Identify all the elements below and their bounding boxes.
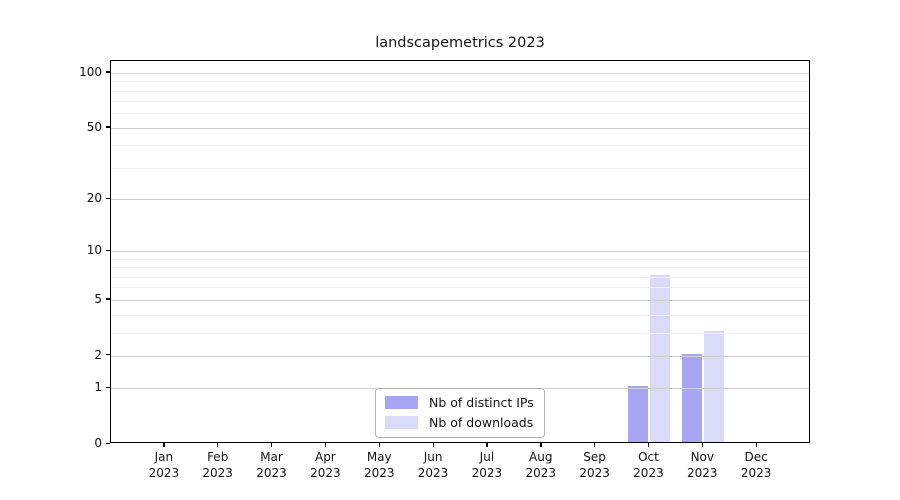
x-tick-label-nov: Nov 2023 (674, 450, 730, 481)
y-tick-mark-2 (105, 354, 110, 356)
bar-distinct-ips-oct (627, 386, 648, 442)
y-tick-label-0: 0 (94, 436, 102, 450)
x-tick-month: Mar (260, 450, 283, 464)
x-tick-label-oct: Oct 2023 (620, 450, 676, 481)
x-tick-month: Aug (529, 450, 553, 464)
x-tick-year: 2023 (148, 465, 180, 480)
x-tick-month: Jan (154, 450, 174, 464)
x-tick-year: 2023 (579, 465, 610, 480)
x-tick-label-jun: Jun 2023 (405, 450, 461, 481)
legend-swatch-downloads (385, 416, 418, 429)
x-tick-month: Oct (638, 450, 659, 464)
x-tick-mark-dec (755, 443, 757, 447)
x-tick-mark-apr (324, 443, 327, 447)
y-tick-label-10: 10 (86, 243, 102, 258)
gridline-minor-80 (111, 90, 809, 92)
x-tick-year: 2023 (256, 465, 287, 480)
x-tick-mark-jul (486, 443, 488, 447)
bar-downloads-oct (649, 274, 670, 442)
x-tick-mark-jun (432, 443, 434, 447)
x-tick-label-sep: Sep 2023 (567, 450, 623, 481)
gridline-minor-60 (111, 113, 809, 115)
x-tick-year: 2023 (363, 465, 395, 480)
y-tick-mark-50 (105, 126, 110, 128)
legend-row-downloads: Nb of downloads (385, 415, 534, 430)
legend-label-distinct-ips: Nb of distinct IPs (429, 395, 534, 410)
gridline-major-5 (111, 299, 809, 301)
gridline-major-50 (111, 127, 809, 129)
x-tick-month: Jul (479, 450, 495, 464)
gridline-minor-40 (111, 145, 809, 147)
y-tick-mark-5 (105, 298, 110, 300)
y-tick-mark-1 (105, 386, 110, 389)
gridline-minor-7 (111, 276, 809, 278)
x-tick-label-aug: Aug 2023 (513, 450, 569, 481)
gridline-minor-8 (111, 267, 809, 269)
x-tick-label-jan: Jan 2023 (136, 450, 192, 481)
gridline-minor-70 (111, 101, 809, 103)
gridline-major-100 (111, 72, 809, 74)
x-tick-mark-sep (594, 443, 596, 447)
gridline-minor-6 (111, 287, 809, 289)
x-tick-label-dec: Dec 2023 (728, 450, 784, 481)
y-tick-mark-10 (105, 249, 110, 251)
x-tick-month: Dec (744, 450, 768, 464)
y-tick-label-20: 20 (86, 191, 102, 206)
x-tick-month: Nov (690, 450, 714, 464)
gridline-major-20 (111, 199, 809, 201)
x-tick-month: Feb (207, 450, 229, 464)
x-tick-month: May (366, 450, 392, 464)
y-tick-label-1: 1 (94, 380, 102, 395)
chart-title: landscapemetrics 2023 (375, 35, 545, 51)
legend-label-downloads: Nb of downloads (429, 415, 534, 430)
y-tick-mark-100 (105, 71, 110, 73)
x-tick-label-feb: Feb 2023 (190, 450, 246, 481)
y-tick-label-100: 100 (79, 64, 102, 79)
x-tick-label-mar: Mar 2023 (244, 450, 300, 481)
gridline-major-10 (111, 251, 809, 253)
y-tick-label-50: 50 (86, 119, 102, 134)
x-tick-label-jul: Jul 2023 (459, 450, 515, 481)
legend-row-distinct-ips: Nb of distinct IPs (385, 395, 534, 410)
x-tick-year: 2023 (525, 465, 557, 480)
y-tick-label-2: 2 (94, 347, 102, 362)
x-tick-mark-jan (163, 443, 165, 447)
x-tick-label-may: May 2023 (351, 450, 407, 481)
bar-distinct-ips-nov (681, 353, 702, 442)
x-tick-label-apr: Apr 2023 (297, 450, 353, 481)
legend-swatch-distinct-ips (385, 396, 418, 409)
x-tick-year: 2023 (633, 465, 664, 480)
x-tick-mark-may (378, 443, 381, 447)
x-tick-year: 2023 (417, 465, 449, 480)
gridline-minor-4 (111, 314, 809, 316)
bar-downloads-nov (703, 330, 724, 442)
x-tick-month: Apr (314, 450, 336, 464)
y-tick-mark-0 (105, 442, 110, 444)
y-tick-mark-20 (105, 197, 110, 199)
x-tick-year: 2023 (202, 465, 233, 480)
x-tick-year: 2023 (310, 465, 341, 480)
plot-area (110, 60, 810, 443)
x-tick-month: Jun (423, 450, 443, 464)
x-tick-year: 2023 (740, 465, 772, 480)
x-tick-mark-aug (540, 443, 542, 447)
x-tick-mark-mar (271, 443, 273, 447)
y-tick-label-5: 5 (94, 291, 102, 306)
x-tick-mark-oct (647, 443, 650, 447)
gridline-minor-90 (111, 81, 809, 83)
gridline-minor-30 (111, 167, 809, 169)
x-tick-year: 2023 (687, 465, 718, 480)
gridline-minor-9 (111, 258, 809, 260)
legend: Nb of distinct IPs Nb of downloads (375, 388, 545, 438)
x-tick-month: Sep (583, 450, 606, 464)
x-tick-mark-nov (701, 443, 704, 447)
x-tick-year: 2023 (471, 465, 503, 480)
x-tick-mark-feb (217, 443, 219, 447)
